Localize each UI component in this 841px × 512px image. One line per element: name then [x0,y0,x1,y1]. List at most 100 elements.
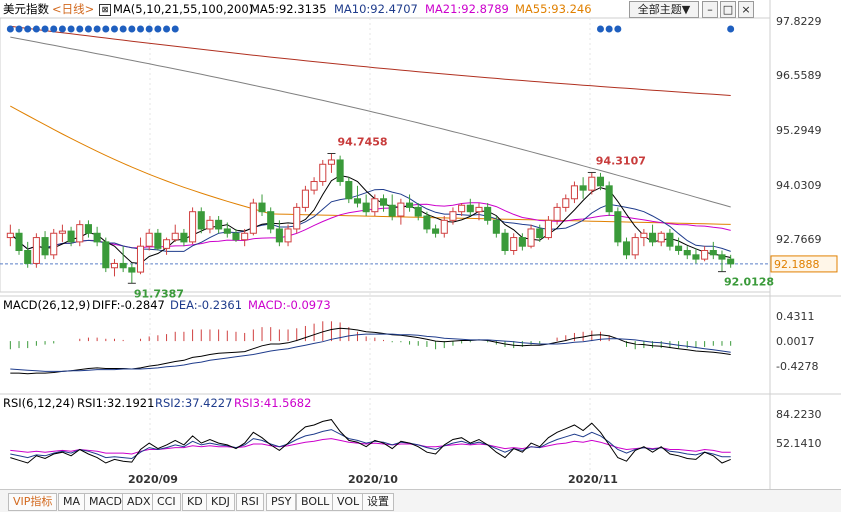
signal-dot [110,25,118,33]
rsi3-value: RSI3:41.5682 [234,396,312,410]
rsi-tick-label: 84.2230 [776,408,822,421]
candle-body [84,224,92,234]
toolbar-tab-3[interactable]: ADX [122,493,156,511]
candle-body [622,241,631,256]
y-tick-label: 96.5589 [776,69,822,82]
candle-body [223,228,231,234]
annotation-low: 91.7387 [134,287,184,300]
candlestick-series [6,153,735,284]
macd-value: MACD:-0.0973 [248,298,331,312]
rsi-panel [10,419,731,464]
candle-body [492,219,500,234]
signal-dot [119,25,127,33]
candle-body [423,215,431,230]
toolbar-tab-7[interactable]: RSI [236,493,264,511]
x-tick-label: 2020/11 [568,473,618,486]
candle-body [284,228,292,243]
toolbar-tab-4[interactable]: CCI [152,493,181,511]
toolbar-tab-11[interactable]: 设置 [362,493,394,511]
ma100-line [10,36,731,208]
ma21-line [9,202,731,250]
candle-body [449,211,457,221]
toolbar-tab-5[interactable]: KD [182,493,208,511]
signal-dot [84,25,92,33]
candle-body [189,211,197,243]
close-button[interactable]: × [738,1,754,18]
macd-dea-line [10,333,731,372]
ma5-value: MA5:92.3135 [250,2,327,16]
candle-body [718,254,726,260]
price-annotations: 94.7458 94.3107 91.7387 92.0128 [127,135,774,300]
main-theme-select[interactable]: 全部主题▼ [629,1,699,18]
toolbar-tab-1[interactable]: MA [58,493,86,511]
toolbar-tab-6[interactable]: KDJ [206,493,235,511]
period-label[interactable]: <日线> [52,2,95,16]
main-panel-frame [0,17,771,293]
signal-dot [128,25,136,33]
signal-dot [605,25,613,33]
candle-body [701,250,709,260]
rsi2-value: RSI2:37.4227 [155,396,233,410]
maximize-button[interactable]: □ [720,1,736,18]
candle-body [197,211,205,230]
indicator-toolbar: VIP指标 MA MACD ADX CCI KD KDJ RSI PSY BOLL VOL 设置 [0,489,841,512]
toolbar-tab-9[interactable]: BOLL [296,493,335,511]
signal-dot [58,25,66,33]
candle-body [345,181,353,200]
annotation-high: 94.7458 [337,135,387,148]
candle-body [536,228,544,239]
y-tick-label: 92.7669 [776,233,822,246]
signal-dot [596,25,604,33]
ma-params: MA(5,10,21,55,100,200) [113,2,254,16]
minimize-button[interactable]: – [702,1,718,18]
candle-body [6,232,14,239]
candle-body [163,239,171,249]
macd-diff-line [10,327,731,375]
toolbar-tab-2[interactable]: MACD [84,493,127,511]
candle-body [275,228,283,243]
signal-dot [171,25,179,33]
ma55-value: MA55:93.246 [515,2,592,16]
candle-body [267,211,275,230]
candle-body [596,176,605,187]
signal-dot [93,25,101,33]
candle-body [614,211,622,243]
candle-body [466,204,474,213]
ma-toggle-icon[interactable]: ⊠ [99,4,111,16]
toolbar-tab-0[interactable]: VIP指标 [8,493,58,511]
candle-body [458,204,466,213]
x-axis-labels: 2020/09 2020/10 2020/11 [128,473,618,486]
candle-body [293,206,301,230]
candle-body [76,224,84,243]
toolbar-tab-10[interactable]: VOL [332,493,365,511]
candle-body [432,228,440,234]
candle-body [631,237,639,256]
candle-body [683,250,691,256]
candle-body [301,189,309,208]
candle-body [675,245,683,252]
y-axis-labels: 97.8229 96.5589 95.2949 94.0309 92.7669 92.18… [770,15,838,450]
candle-body [145,232,153,247]
candle-body [666,232,674,247]
macd-panel [9,321,732,375]
x-tick-label: 2020/09 [128,473,178,486]
toolbar-tab-8[interactable]: PSY [266,493,297,511]
candle-body [15,232,23,252]
signal-dot [727,25,735,33]
ma21-value: MA21:92.8789 [425,2,509,16]
signal-dot [154,25,162,33]
candle-body [206,219,214,230]
candle-body [727,258,735,265]
candle-body [527,228,535,247]
candle-body [553,206,561,221]
candle-body [50,232,58,256]
candle-body [110,262,119,269]
signal-dot [41,25,49,33]
ma55-line [10,105,731,225]
candle-body [605,185,613,213]
signal-dot [67,25,75,33]
macd-tick-label: -0.4278 [776,360,818,373]
candle-body [258,202,266,213]
candle-body [692,254,700,260]
